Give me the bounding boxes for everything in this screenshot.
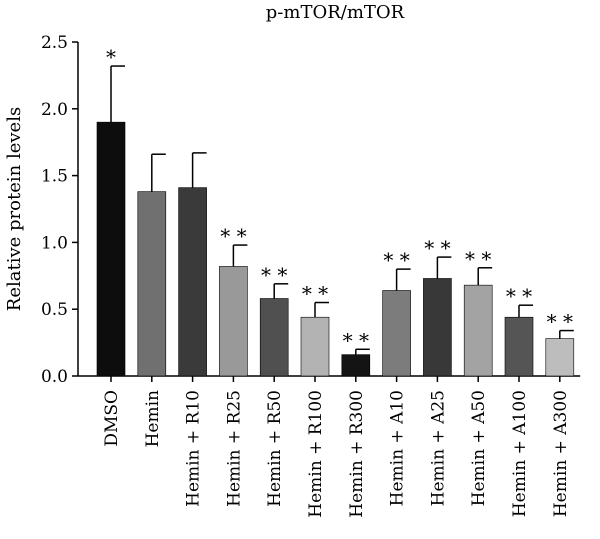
x-tick-label: Hemin + A10 (388, 390, 408, 506)
significance-label: * * (220, 224, 246, 248)
significance-label: * * (465, 247, 491, 271)
x-tick-label: DMSO (102, 390, 122, 447)
bar (137, 191, 167, 377)
y-tick-label: 2.5 (41, 33, 68, 53)
significance-label: * (106, 45, 116, 69)
bar (178, 187, 207, 377)
x-tick-label: Hemin + A100 (510, 390, 530, 517)
bar (219, 266, 248, 377)
significance-label: * * (547, 310, 573, 334)
y-tick-label: 2.0 (41, 100, 68, 120)
significance-label: * * (424, 236, 450, 260)
bar (545, 338, 575, 377)
x-tick-label: Hemin + R50 (265, 390, 285, 507)
y-tick-label: 0.0 (41, 367, 68, 387)
bars (96, 65, 575, 377)
y-tick-label: 1.0 (41, 233, 68, 253)
x-tick-label: Hemin + R10 (184, 390, 204, 507)
x-tick-label: Hemin + R25 (224, 390, 244, 507)
x-tick-label: Hemin + R100 (306, 390, 326, 518)
x-tick-label: Hemin + R300 (347, 390, 367, 518)
labels: 0.0 0.5 1.0 1.5 2.0 2.5 DMSO * Hemin Hemin + R10 H… (41, 33, 573, 518)
chart-title: p-mTOR/mTOR (266, 2, 405, 23)
bar (259, 298, 289, 377)
bar (382, 290, 411, 377)
significance-label: * * (261, 263, 287, 287)
x-tick-label: Hemin (143, 390, 163, 447)
bar (504, 316, 534, 377)
bar (300, 316, 330, 377)
x-tick-label: Hemin + A300 (551, 390, 571, 517)
bar (423, 278, 452, 377)
y-tick-label: 0.5 (41, 300, 68, 320)
significance-label: * * (506, 284, 532, 308)
y-axis-title: Relative protein levels (4, 107, 25, 311)
bar (96, 121, 126, 377)
significance-label: * * (343, 328, 369, 352)
significance-label: * * (302, 282, 328, 306)
x-tick-label: Hemin + A50 (469, 390, 489, 506)
x-tick-label: Hemin + A25 (428, 390, 448, 506)
bar (341, 354, 371, 377)
significance-label: * * (383, 248, 409, 272)
y-tick-label: 1.5 (41, 167, 68, 187)
bar (463, 284, 493, 377)
